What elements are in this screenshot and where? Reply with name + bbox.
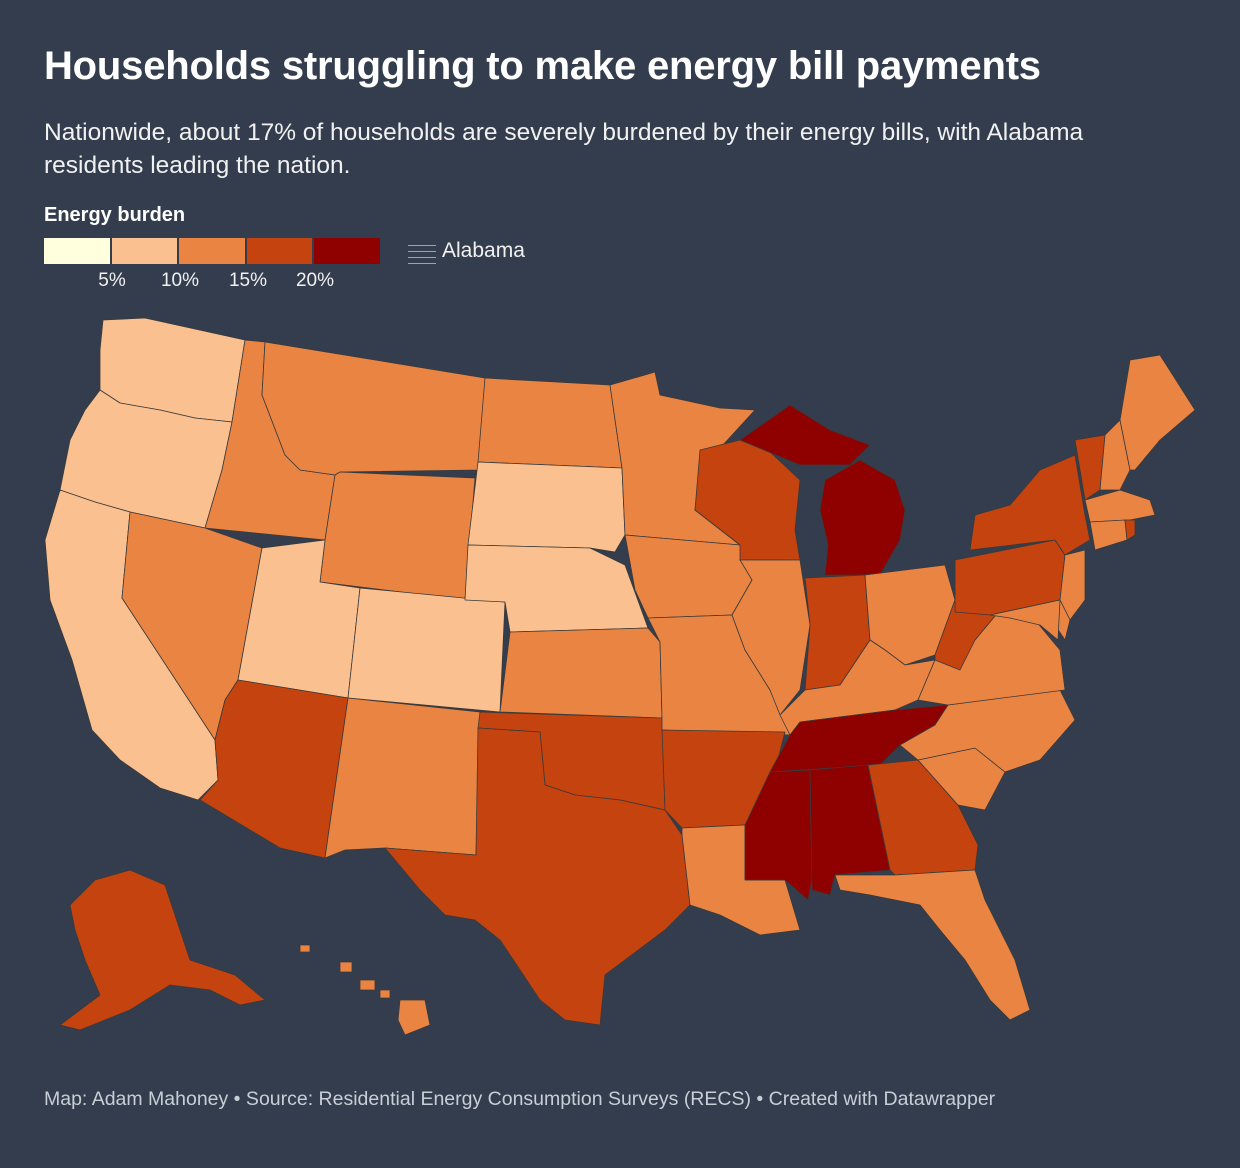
state-mi[interactable]: [739, 404, 906, 576]
state-il[interactable]: [731, 559, 811, 716]
state-sd[interactable]: [467, 461, 626, 553]
state-fl[interactable]: [834, 869, 1031, 1021]
legend-color-scale: [44, 238, 380, 264]
legend-tick-15: 15%: [228, 270, 268, 291]
chart-subtitle: Nationwide, about 17% of households are …: [44, 119, 1084, 179]
state-ny[interactable]: [969, 454, 1091, 556]
legend-swatch-0: [44, 238, 110, 264]
legend-tick-5: 5%: [98, 270, 126, 291]
state-tx[interactable]: [384, 727, 691, 1026]
state-ma[interactable]: [1084, 489, 1156, 523]
state-ri[interactable]: [1124, 519, 1136, 541]
chart-title: Households struggling to make energy bil…: [44, 44, 1041, 88]
state-md[interactable]: [989, 599, 1061, 641]
state-ak[interactable]: [59, 869, 266, 1031]
state-hi[interactable]: [299, 944, 431, 1036]
state-nd[interactable]: [477, 377, 623, 469]
legend-tick-20: 20%: [295, 270, 335, 291]
legend-ticks: 5% 10% 15% 20%: [0, 270, 400, 294]
state-ks[interactable]: [499, 627, 663, 719]
legend-swatch-3: [246, 238, 312, 264]
legend-tick-10: 10%: [160, 270, 200, 291]
state-ct[interactable]: [1089, 519, 1128, 551]
legend-swatch-1: [111, 238, 177, 264]
state-wy[interactable]: [319, 471, 476, 601]
legend-swatch-2: [179, 238, 245, 264]
state-me[interactable]: [1119, 354, 1196, 471]
state-co[interactable]: [347, 587, 506, 713]
state-nh[interactable]: [1099, 419, 1131, 491]
us-choropleth-map: [44, 317, 1196, 1036]
state-nj[interactable]: [1059, 549, 1086, 621]
state-mt[interactable]: [261, 341, 486, 476]
legend-pattern-label: Alabama: [442, 239, 525, 262]
legend-swatch-4: [314, 238, 380, 264]
legend-pattern-swatch: [408, 240, 436, 266]
state-ia[interactable]: [624, 534, 753, 619]
state-nm[interactable]: [324, 697, 481, 859]
footer-credit: Map: Adam Mahoney • Source: Residential …: [44, 1088, 996, 1110]
state-nc[interactable]: [899, 689, 1076, 773]
legend-title: Energy burden: [44, 204, 186, 226]
